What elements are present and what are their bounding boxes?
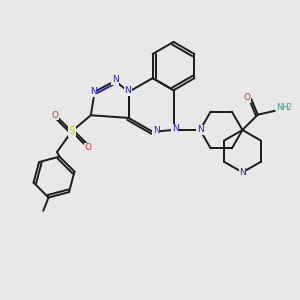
Text: S: S <box>68 126 75 136</box>
Text: N: N <box>153 126 160 135</box>
Text: NH: NH <box>276 103 289 112</box>
Text: N: N <box>124 86 131 95</box>
Text: 2: 2 <box>286 103 291 112</box>
Text: O: O <box>52 111 59 120</box>
Text: N: N <box>197 125 203 134</box>
Text: O: O <box>84 143 92 152</box>
Text: N: N <box>112 75 119 84</box>
Text: O: O <box>243 93 250 102</box>
Text: N: N <box>90 87 97 96</box>
Text: N: N <box>172 124 178 133</box>
Text: N: N <box>239 168 246 177</box>
